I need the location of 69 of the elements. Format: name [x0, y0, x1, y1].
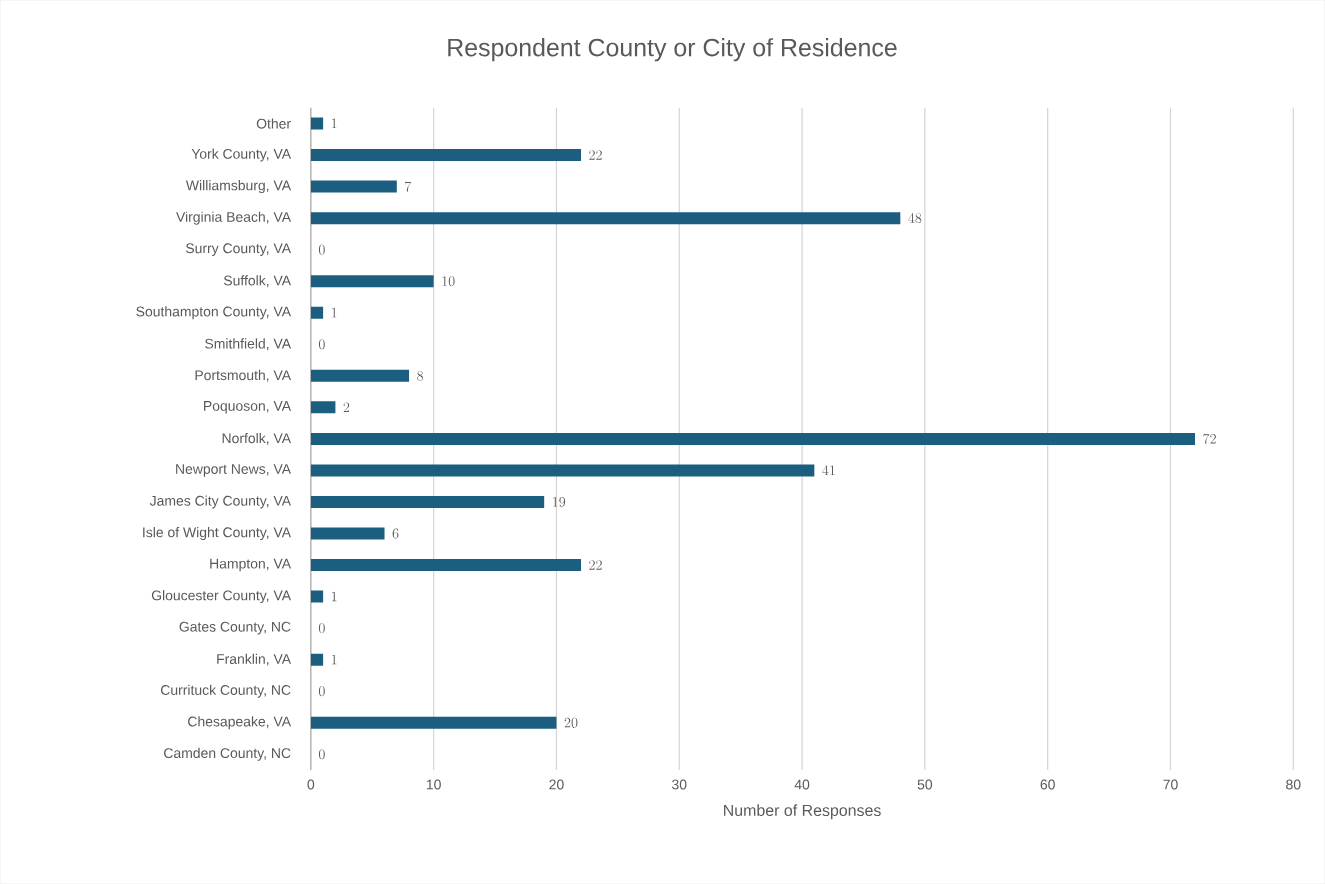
y-tick-label: Norfolk, VA: [222, 433, 292, 445]
y-tick-label: Gates County, NC: [179, 621, 291, 635]
data-label: 0: [318, 339, 325, 350]
y-tick-label: Isle of Wight County, VA: [143, 527, 292, 541]
data-label: 0: [318, 623, 325, 634]
data-label: 19: [553, 497, 566, 507]
x-tick-label: 80: [1286, 779, 1301, 790]
data-label: 7: [405, 181, 412, 192]
y-tick-label: Smithfield, VA: [205, 338, 292, 351]
bar: [310, 653, 324, 666]
data-label: 22: [589, 150, 602, 160]
bar: [310, 527, 385, 540]
data-label: 8: [417, 371, 424, 381]
data-label: 41: [822, 465, 835, 476]
data-label: 20: [564, 717, 578, 728]
bar: [310, 716, 557, 729]
y-tick-label: Currituck County, NC: [160, 684, 291, 698]
y-tick-label: Chesapeake, VA: [188, 716, 292, 730]
x-tick-label: 0: [307, 779, 315, 790]
x-tick-label: 10: [426, 779, 441, 790]
bar: [310, 180, 397, 193]
data-label: 6: [392, 528, 399, 539]
x-tick-label: 20: [549, 779, 564, 790]
bar: [310, 275, 434, 288]
y-tick-label: York County, VA: [191, 148, 292, 162]
y-tick-label: Newport News, VA: [176, 464, 292, 477]
data-label: 10: [442, 276, 455, 287]
bar: [310, 464, 815, 477]
y-tick-label: Surry County, VA: [185, 243, 292, 257]
data-label: 1: [331, 654, 337, 665]
x-axis-title: Number of Responses: [724, 804, 881, 820]
data-label: 0: [318, 244, 325, 255]
y-tick-label: Virginia Beach, VA: [176, 211, 292, 225]
data-label: 1: [331, 591, 337, 602]
data-label: 22: [589, 560, 602, 570]
bar: [310, 149, 582, 162]
bar: [310, 432, 1196, 445]
y-tick-label: Gloucester County, VA: [151, 590, 292, 604]
bar: [310, 559, 582, 572]
y-tick-label: Suffolk, VA: [223, 275, 292, 288]
y-tick-label: James City County, VA: [149, 495, 292, 509]
y-tick-label: Southampton County, VA: [136, 306, 292, 320]
x-tick-label: 70: [1163, 779, 1178, 790]
bar: [310, 306, 324, 319]
data-label: 48: [908, 213, 922, 224]
data-label: 1: [331, 118, 337, 129]
bar: [310, 369, 410, 382]
data-label: 2: [343, 402, 350, 413]
y-tick-label: Hampton, VA: [210, 558, 292, 572]
data-label: 72: [1203, 433, 1216, 444]
bar: [310, 496, 545, 509]
y-tick-label: Other: [256, 118, 291, 129]
bar: [310, 590, 324, 603]
y-tick-label: Camden County, NC: [164, 747, 291, 761]
chart-title: Respondent County or City of Residence: [448, 38, 897, 62]
data-label: 0: [318, 686, 325, 697]
bar: [310, 117, 324, 130]
y-tick-label: Portsmouth, VA: [195, 369, 292, 382]
x-tick-label: 50: [917, 779, 933, 790]
x-tick-label: 40: [794, 779, 810, 790]
x-tick-label: 60: [1040, 779, 1055, 790]
data-label: 1: [331, 307, 337, 318]
y-tick-label: Williamsburg, VA: [185, 180, 292, 194]
data-label: 0: [318, 749, 325, 760]
y-tick-label: Poquoson, VA: [204, 401, 292, 414]
y-tick-label: Franklin, VA: [217, 653, 292, 666]
bar: [310, 401, 336, 414]
x-tick-label: 30: [672, 779, 687, 790]
bar: [310, 212, 901, 225]
